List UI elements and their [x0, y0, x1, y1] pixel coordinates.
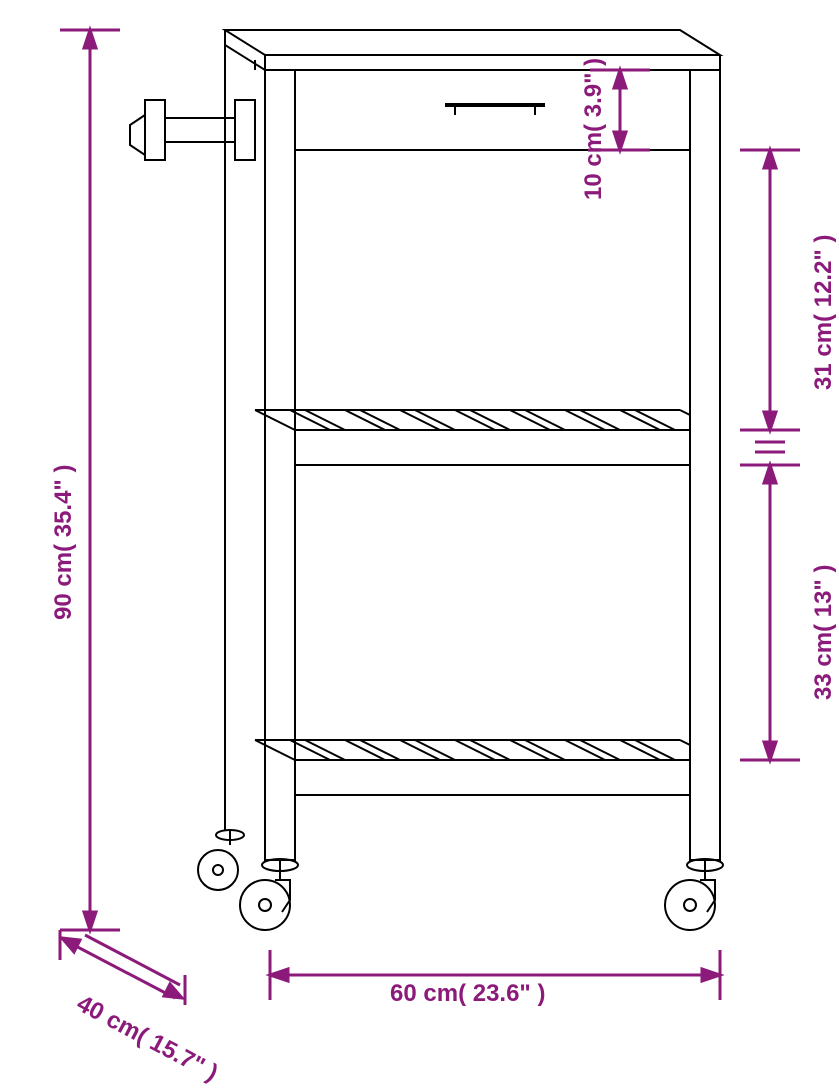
label-upper-gap: 31 cm( 12.2" ): [810, 235, 838, 390]
label-width: 60 cm( 23.6" ): [390, 980, 545, 1008]
label-lower-gap: 33 cm( 13" ): [810, 565, 838, 700]
product-outline: [130, 30, 723, 930]
dimensioned-drawing: [0, 0, 839, 1013]
label-height-total: 90 cm( 35.4" ): [50, 465, 78, 620]
caster-front-right: [665, 859, 723, 930]
caster-front-left: [240, 859, 298, 930]
label-drawer-height: 10 cm( 3.9" ): [580, 58, 608, 200]
caster-back-left: [198, 830, 244, 890]
